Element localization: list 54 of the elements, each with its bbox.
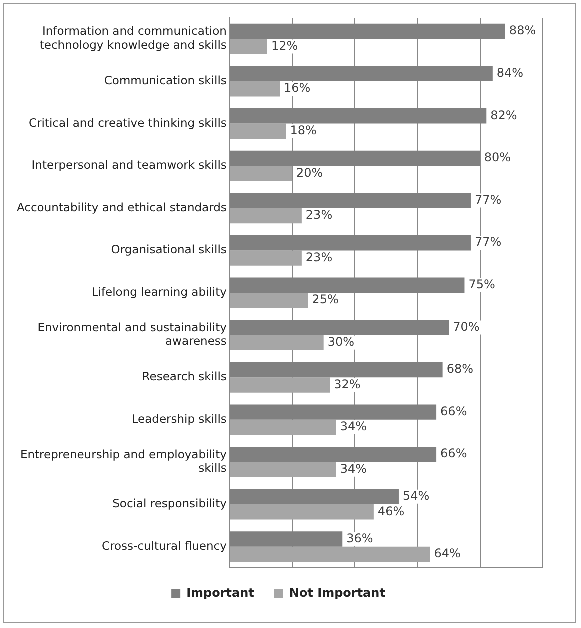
data-label: 66% xyxy=(440,404,468,418)
bar xyxy=(230,420,336,436)
data-label: 34% xyxy=(340,462,368,476)
y-tick-label: Social responsibility xyxy=(112,496,228,511)
bar xyxy=(230,39,268,54)
y-tick-label: Leadership skills xyxy=(132,412,227,426)
data-label: 77% xyxy=(474,192,502,207)
data-label: 25% xyxy=(312,292,339,307)
bar xyxy=(230,166,293,182)
data-label: 54% xyxy=(402,489,430,504)
data-label: 34% xyxy=(340,420,368,434)
bar xyxy=(230,378,330,393)
data-label: 75% xyxy=(468,278,496,292)
data-label: 88% xyxy=(509,24,536,38)
y-tick-label: Critical and creative thinking skills xyxy=(28,116,227,130)
data-label: 36% xyxy=(346,531,374,546)
bar xyxy=(230,208,302,224)
data-label: 20% xyxy=(296,166,324,180)
y-tick-label: Information and communication technology knowledge and skills xyxy=(40,24,227,52)
data-label: 16% xyxy=(284,81,311,96)
bar xyxy=(230,124,286,139)
data-label: 23% xyxy=(306,208,333,222)
bar xyxy=(230,250,302,266)
data-label: 30% xyxy=(328,335,355,350)
y-tick-label: Interpersonal and teamwork skills xyxy=(32,158,227,172)
bar xyxy=(230,293,308,308)
data-label: 80% xyxy=(484,150,512,165)
data-label: 77% xyxy=(474,235,502,250)
y-tick-label: Environmental and sustainability awareness xyxy=(38,320,228,348)
data-label: 70% xyxy=(453,320,480,334)
y-tick-label: Communication skills xyxy=(104,73,227,88)
legend-label: Important xyxy=(186,586,255,600)
bar xyxy=(230,335,324,351)
y-tick-label: Cross-cultural fluency xyxy=(102,538,228,553)
data-label: 46% xyxy=(378,504,405,518)
y-tick-label: Organisational skills xyxy=(111,242,227,257)
data-label: 32% xyxy=(334,377,361,392)
data-label: 82% xyxy=(490,108,518,122)
bar xyxy=(230,462,336,478)
data-label: 84% xyxy=(496,66,524,80)
data-label: 12% xyxy=(271,38,298,53)
y-tick-label: Accountability and ethical standards xyxy=(16,200,227,214)
data-label: 64% xyxy=(434,546,461,561)
data-label: 23% xyxy=(306,250,333,264)
data-label: 18% xyxy=(290,124,317,138)
legend-label: Not Important xyxy=(289,586,386,600)
bar xyxy=(230,504,374,520)
data-label: 66% xyxy=(440,446,468,461)
y-tick-label: Entrepreneurship and employability skills xyxy=(20,447,228,476)
y-tick-label: Research skills xyxy=(142,370,227,384)
bar xyxy=(230,546,430,562)
bar xyxy=(230,81,280,97)
data-label: 68% xyxy=(446,362,474,376)
y-tick-label: Lifelong learning ability xyxy=(92,284,228,299)
